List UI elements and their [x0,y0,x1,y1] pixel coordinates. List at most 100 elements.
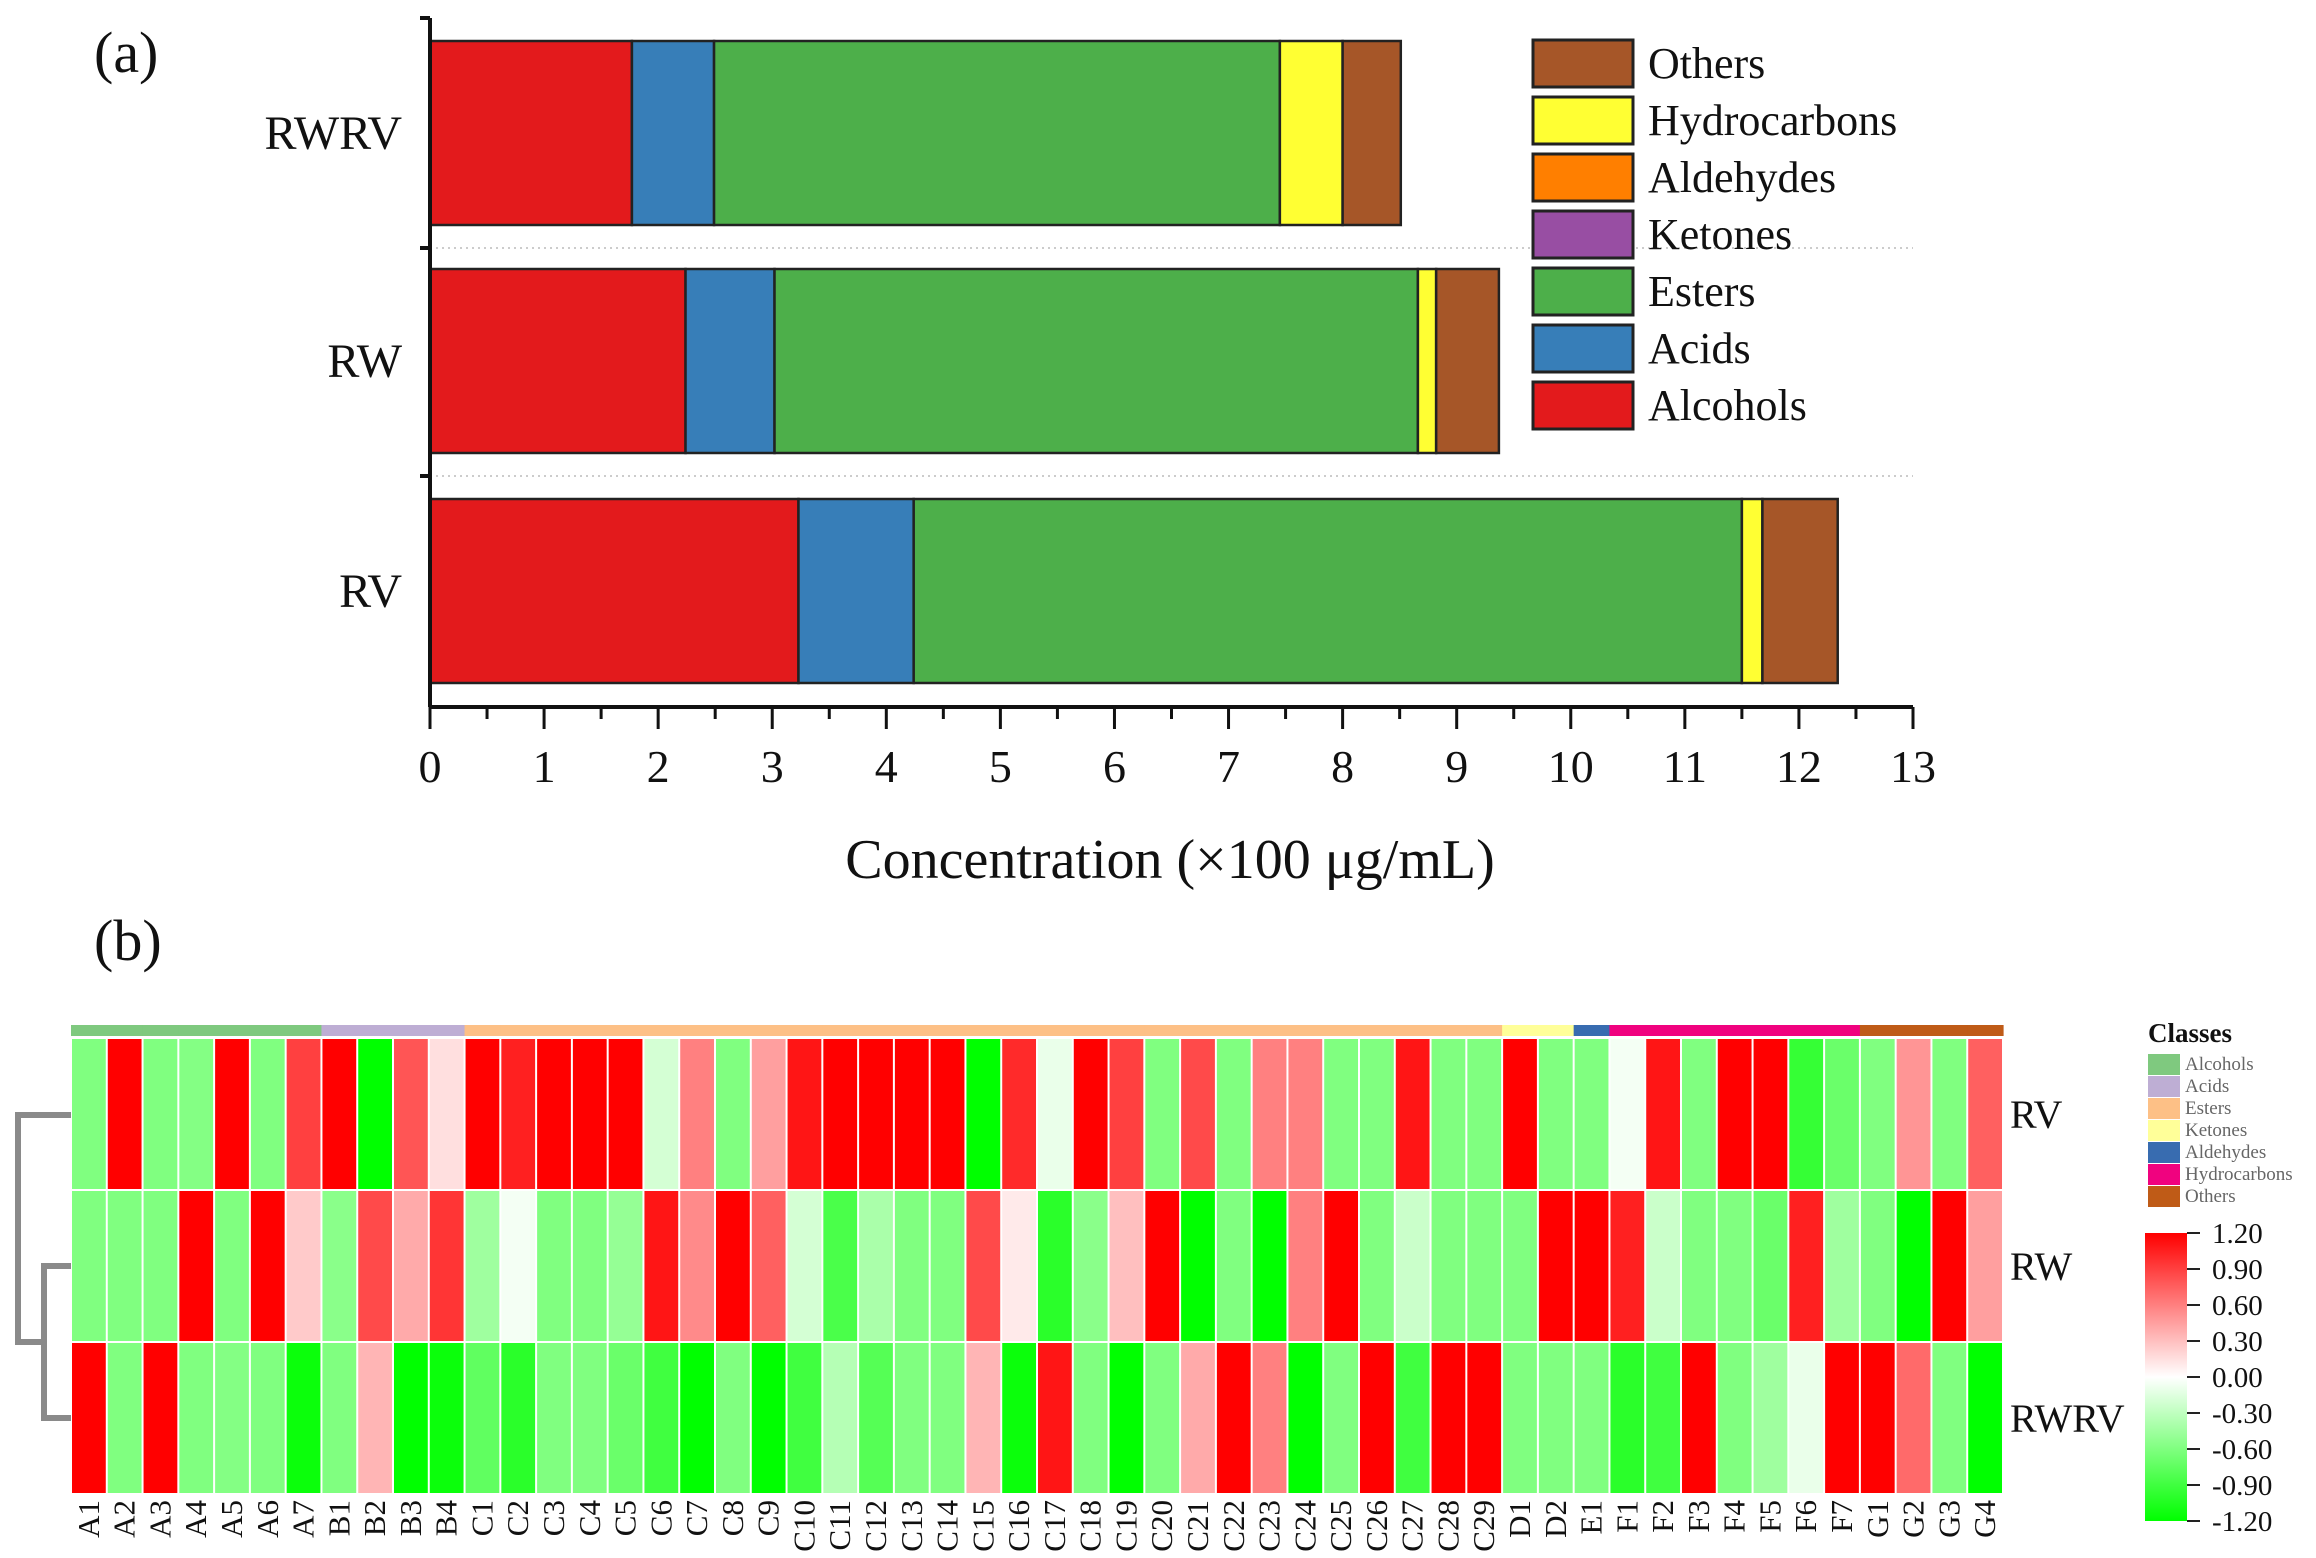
y-tick-label-rw: RW [327,335,402,388]
heatmap-cell-rv-c21 [1181,1039,1215,1189]
heatmap-cell-rv-f1 [1610,1039,1645,1189]
panel-label-a: (a) [94,20,158,85]
bar-segment-rv-esters [912,497,1744,685]
class-swatch-others [2148,1186,2180,1207]
class-bar-c1 [464,1025,501,1036]
heatmap-cell-rwrv-c9 [751,1343,786,1493]
heatmap-cell-rw-c23 [1252,1191,1287,1341]
heatmap-cell-rwrv-b4 [429,1343,464,1493]
heatmap-cell-rv-c11 [823,1039,858,1189]
heatmap-cell-rw-b4 [429,1191,464,1341]
heatmap-cell-rwrv-b1 [322,1343,357,1493]
heatmap-cell-rwrv-a7 [286,1343,321,1493]
bar-segment-rw-acids [684,267,776,455]
column-label-d2: D2 [1538,1500,1573,1538]
class-bar-g4 [1967,1025,2004,1036]
class-bar-c12 [858,1025,895,1036]
class-bar-b1 [321,1025,358,1036]
heatmap-cell-rwrv-g2 [1896,1343,1931,1493]
column-label-c25: C25 [1323,1500,1358,1552]
legend-label-others: Others [1648,39,1765,88]
class-bar-c17 [1037,1025,1074,1036]
heatmap-cell-rv-d2 [1538,1039,1573,1189]
class-swatch-aldehydes [2148,1142,2180,1163]
x-tick-label: 5 [989,741,1012,792]
heatmap-cell-rw-f3 [1682,1191,1716,1341]
colorbar-tick-label: 0.30 [2212,1326,2263,1358]
x-tick-label: 9 [1445,741,1468,792]
row-label-rv: RV [2010,1092,2062,1137]
heatmap: A1 A2 A3 A4 A5 A6 A7 B1 B2 B3 B4 C1 C2 C3 C4 C5 C6 C7 C8 C9… [71,1025,2125,1552]
column-label-c23: C23 [1252,1500,1287,1552]
class-bar-c13 [893,1025,931,1036]
heatmap-cell-rwrv-c5 [608,1343,643,1493]
column-label-c9: C9 [751,1500,786,1536]
column-label-c21: C21 [1180,1500,1215,1552]
heatmap-cell-rv-d1 [1503,1039,1537,1189]
colorbar-tick-label: -0.60 [2212,1434,2272,1466]
class-bar-a7 [285,1025,323,1036]
x-tick-label: 0 [419,741,442,792]
x-tick-label: 1 [533,741,556,792]
heatmap-cell-rwrv-e1 [1574,1343,1609,1493]
heatmap-cell-rv-f6 [1789,1039,1824,1189]
heatmap-cell-rw-f5 [1753,1191,1788,1341]
heatmap-cell-rwrv-c19 [1109,1343,1144,1493]
heatmap-cell-rv-c13 [894,1039,929,1189]
classes-legend: AlcoholsAcidsEstersKetonesAldehydesHydro… [2148,1054,2293,1207]
classes-title: Classes [2148,1018,2232,1048]
class-bar-c22 [1215,1025,1253,1036]
class-bar-e1 [1573,1025,1611,1036]
class-bar-c21 [1180,1025,1217,1036]
heatmap-cell-rv-c18 [1073,1039,1108,1189]
heatmap-cell-rv-a6 [250,1039,285,1189]
legend-swatch-ketones [1531,209,1635,260]
colorbar-tick-label: 0.90 [2212,1254,2263,1286]
heatmap-cell-rv-c29 [1467,1039,1502,1189]
column-label-g4: G4 [1967,1500,2002,1538]
heatmap-cell-rw-c27 [1395,1191,1430,1341]
bar-segment-rw-others [1434,267,1501,455]
heatmap-cell-rw-g2 [1896,1191,1931,1341]
heatmap-cell-rw-c25 [1324,1191,1358,1341]
heatmap-cell-rv-c7 [680,1039,714,1189]
heatmap-cell-rv-c14 [930,1039,965,1189]
heatmap-cell-rv-c17 [1038,1039,1072,1189]
column-label-b3: B3 [393,1500,428,1536]
heatmap-cell-rw-c15 [966,1191,1001,1341]
class-bar-c26 [1359,1025,1396,1036]
heatmap-cell-rw-a3 [143,1191,178,1341]
heatmap-cell-rw-c21 [1181,1191,1215,1341]
x-tick-label: 7 [1217,741,1240,792]
bar-segment-rwrv-esters [712,39,1282,227]
column-label-d1: D1 [1502,1500,1537,1538]
heatmap-cell-rv-f5 [1753,1039,1788,1189]
class-bar-c2 [500,1025,537,1036]
bar-segment-rw-hydrocarbons [1416,267,1438,455]
column-label-b4: B4 [429,1500,464,1537]
class-label-others: Others [2185,1186,2236,1207]
class-bar-c14 [929,1025,967,1036]
heatmap-cell-rw-f1 [1610,1191,1645,1341]
column-label-f6: F6 [1788,1500,1823,1533]
heatmap-cell-rw-c11 [823,1191,858,1341]
heatmap-cell-rw-a5 [215,1191,249,1341]
colorbar-tick-label: 1.20 [2212,1218,2263,1250]
class-bar-a4 [178,1025,215,1036]
heatmap-cell-rv-c6 [644,1039,679,1189]
heatmap-cell-rv-a7 [286,1039,321,1189]
heatmap-cell-rv-a1 [72,1039,106,1189]
heatmap-cell-rw-c8 [716,1191,750,1341]
heatmap-cell-rv-c5 [608,1039,643,1189]
heatmap-cell-rwrv-f7 [1825,1343,1859,1493]
legend-swatch-others [1531,38,1635,89]
class-bar-f3 [1681,1025,1718,1036]
legend-label-hydrocarbons: Hydrocarbons [1648,96,1897,145]
heatmap-cell-rwrv-d1 [1503,1343,1537,1493]
heatmap-cell-rw-d1 [1503,1191,1537,1341]
heatmap-cell-rv-f2 [1646,1039,1680,1189]
heatmap-cell-rw-c3 [537,1191,571,1341]
heatmap-cell-rwrv-g3 [1932,1343,1967,1493]
class-swatch-esters [2148,1098,2180,1119]
column-label-c1: C1 [464,1500,499,1536]
